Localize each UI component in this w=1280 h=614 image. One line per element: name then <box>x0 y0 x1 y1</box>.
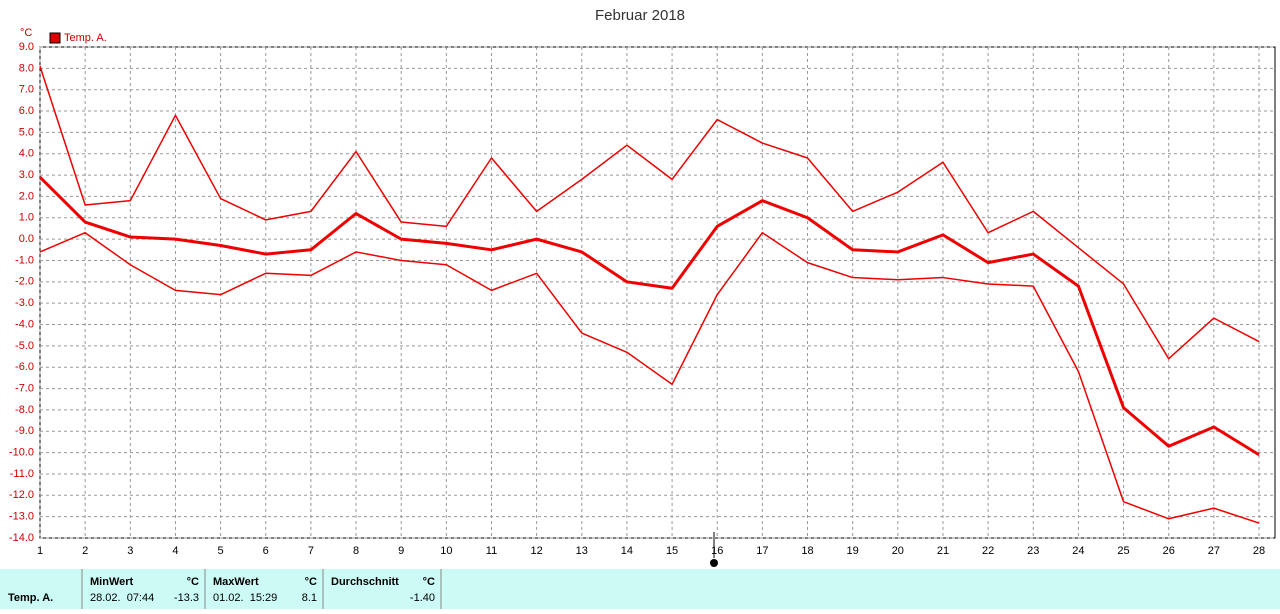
y-tick-label: 6.0 <box>19 105 34 117</box>
legend-label: Temp. A. <box>64 32 107 44</box>
y-tick-label: -5.0 <box>15 340 34 352</box>
y-tick-label: -2.0 <box>15 276 34 288</box>
y-tick-label: 8.0 <box>19 62 34 74</box>
y-axis-unit: °C <box>20 27 32 39</box>
x-tick-label: 4 <box>172 545 178 557</box>
x-tick-label: 19 <box>847 545 859 557</box>
y-tick-label: 2.0 <box>19 190 34 202</box>
x-tick-label: 14 <box>621 545 633 557</box>
x-tick-label: 26 <box>1163 545 1175 557</box>
legend-swatch <box>49 32 61 44</box>
x-tick-label: 20 <box>892 545 904 557</box>
summary-value: -1.40 <box>410 592 435 604</box>
x-tick-label: 21 <box>937 545 949 557</box>
y-tick-label: -9.0 <box>15 425 34 437</box>
summary-unit: °C <box>423 576 435 588</box>
cursor-marker <box>710 559 718 567</box>
summary-bar <box>0 569 1280 609</box>
summary-value: -13.3 <box>174 592 199 604</box>
plot-frame <box>39 46 1276 539</box>
y-tick-label: -8.0 <box>15 404 34 416</box>
x-tick-label: 5 <box>218 545 224 557</box>
summary-header: MaxWert <box>213 576 259 588</box>
x-tick-label: 28 <box>1253 545 1265 557</box>
y-tick-label: -6.0 <box>15 361 34 373</box>
y-tick-label: -3.0 <box>15 297 34 309</box>
x-tick-label: 9 <box>398 545 404 557</box>
y-tick-label: 0.0 <box>19 233 34 245</box>
summary-unit: °C <box>305 576 317 588</box>
y-tick-label: -11.0 <box>10 468 34 480</box>
x-tick-label: 10 <box>440 545 452 557</box>
x-tick-label: 24 <box>1072 545 1084 557</box>
summary-time: 28.02. 07:44 <box>90 592 154 604</box>
line-series <box>39 231 1260 524</box>
chart-title: Februar 2018 <box>595 7 685 24</box>
summary-row-label: Temp. A. <box>8 592 53 604</box>
x-tick-label: 15 <box>666 545 678 557</box>
summary-value: 8.1 <box>302 592 317 604</box>
x-tick-label: 13 <box>576 545 588 557</box>
summary-header: MinWert <box>90 576 134 588</box>
y-tick-label: 7.0 <box>19 84 34 96</box>
y-tick-label: -13.0 <box>9 511 34 523</box>
line-series <box>39 65 1260 360</box>
x-tick-label: 17 <box>756 545 768 557</box>
x-tick-label: 8 <box>353 545 359 557</box>
y-tick-label: 1.0 <box>19 212 34 224</box>
x-tick-label: 23 <box>1027 545 1039 557</box>
y-tick-label: 4.0 <box>19 148 34 160</box>
y-tick-label: -4.0 <box>15 318 34 330</box>
y-tick-label: -10.0 <box>9 447 34 459</box>
x-tick-label: 3 <box>127 545 133 557</box>
x-tick-label: 27 <box>1208 545 1220 557</box>
x-tick-label: 1 <box>37 545 43 557</box>
line-series <box>38 176 1260 457</box>
x-tick-label: 22 <box>982 545 994 557</box>
y-tick-label: -14.0 <box>9 532 34 544</box>
y-tick-label: 9.0 <box>19 41 34 53</box>
y-tick-label: -12.0 <box>9 489 34 501</box>
x-tick-label: 16 <box>711 545 723 557</box>
summary-unit: °C <box>187 576 199 588</box>
x-tick-label: 7 <box>308 545 314 557</box>
x-tick-label: 6 <box>263 545 269 557</box>
y-tick-label: 3.0 <box>19 169 34 181</box>
x-tick-label: 11 <box>486 545 497 557</box>
x-tick-label: 2 <box>82 545 88 557</box>
x-tick-label: 12 <box>531 545 543 557</box>
y-tick-label: 5.0 <box>19 126 34 138</box>
summary-time: 01.02. 15:29 <box>213 592 277 604</box>
summary-header: Durchschnitt <box>331 576 399 588</box>
x-tick-label: 18 <box>801 545 813 557</box>
x-tick-label: 25 <box>1117 545 1129 557</box>
y-tick-label: -7.0 <box>15 382 34 394</box>
y-tick-label: -1.0 <box>15 254 34 266</box>
